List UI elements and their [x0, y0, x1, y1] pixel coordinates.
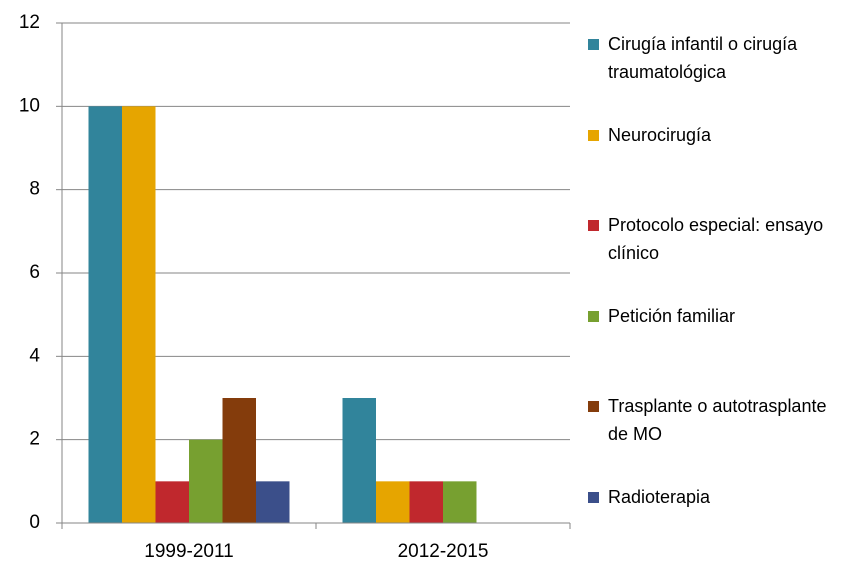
y-tick-label: 2: [29, 429, 40, 450]
legend-label: Protocolo especial: ensayo clínico: [608, 215, 824, 263]
bar: [189, 439, 223, 523]
legend-swatch: [588, 220, 599, 231]
legend-label: Radioterapia: [608, 486, 711, 507]
bar: [376, 481, 410, 523]
x-tick-label: 1999-2011: [144, 541, 233, 562]
bar: [409, 481, 443, 523]
bar: [122, 106, 156, 523]
legend-swatch: [588, 129, 599, 141]
legend-label: Petición familiar: [608, 305, 736, 326]
bar: [443, 481, 477, 523]
y-tick-label: 12: [19, 12, 40, 33]
x-tick-label: 2012-2015: [398, 541, 489, 562]
y-tick-label: 4: [29, 345, 40, 366]
legend-item: Protocolo especial: ensayo clínico: [588, 211, 850, 267]
legend-item: Trasplante o autotrasplante de MO: [588, 392, 850, 448]
legend-swatch: [588, 310, 599, 322]
bar: [88, 106, 122, 523]
legend-label: Cirugía infantil o cirugía traumatológic…: [608, 34, 798, 82]
y-tick-label: 8: [29, 179, 40, 200]
bar: [256, 481, 290, 523]
legend-label: Trasplante o autotrasplante de MO: [608, 396, 827, 444]
legend-item: Cirugía infantil o cirugía traumatológic…: [588, 30, 850, 86]
bar: [155, 481, 189, 523]
legend-label: Neurocirugía: [608, 124, 712, 145]
y-tick-label: 6: [29, 262, 40, 283]
bar: [342, 398, 376, 523]
y-tick-label: 0: [29, 512, 40, 533]
bar: [222, 398, 256, 523]
legend-item: Neurocirugía: [588, 121, 850, 149]
legend-swatch: [588, 401, 599, 412]
plot: 0 2 4 6 8 10 12 1999-2011 2012-2015: [19, 12, 571, 562]
y-tick-label: 10: [19, 95, 40, 116]
legend-swatch: [588, 491, 599, 503]
legend-item: Petición familiar: [588, 302, 850, 330]
legend-item: Radioterapia: [588, 483, 850, 511]
legend-swatch: [588, 39, 599, 50]
